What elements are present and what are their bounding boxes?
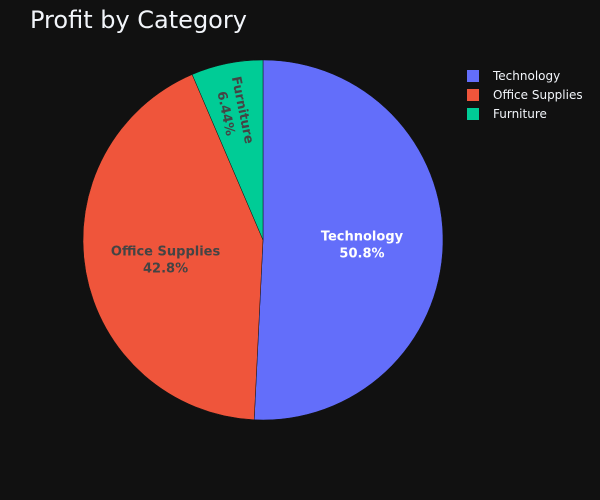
slice-label-percent: 50.8%	[339, 246, 384, 261]
slice-label-percent: 42.8%	[143, 262, 188, 277]
legend-item-furniture[interactable]: Furniture	[467, 104, 583, 123]
legend-label: Technology	[493, 68, 561, 83]
legend: Technology Office Supplies Furniture	[467, 66, 583, 123]
pie-slice-technology[interactable]	[253, 59, 444, 421]
legend-label: Furniture	[493, 106, 547, 121]
legend-swatch	[467, 88, 479, 101]
legend-swatch	[467, 107, 479, 120]
slice-label-category: Technology	[321, 229, 404, 244]
slice-label: Technology 50.8%	[321, 229, 404, 261]
pie-slice-office-supplies[interactable]	[82, 74, 264, 421]
chart-title: Profit by Category	[30, 6, 247, 34]
slice-label: Office Supplies 42.8%	[111, 245, 221, 277]
slice-label-category: Office Supplies	[111, 245, 221, 260]
legend-item-office-supplies[interactable]: Office Supplies	[467, 85, 583, 104]
legend-swatch	[467, 69, 479, 82]
pie-slice-furniture[interactable]	[191, 59, 264, 241]
legend-label: Office Supplies	[493, 87, 583, 102]
legend-item-technology[interactable]: Technology	[467, 66, 583, 85]
